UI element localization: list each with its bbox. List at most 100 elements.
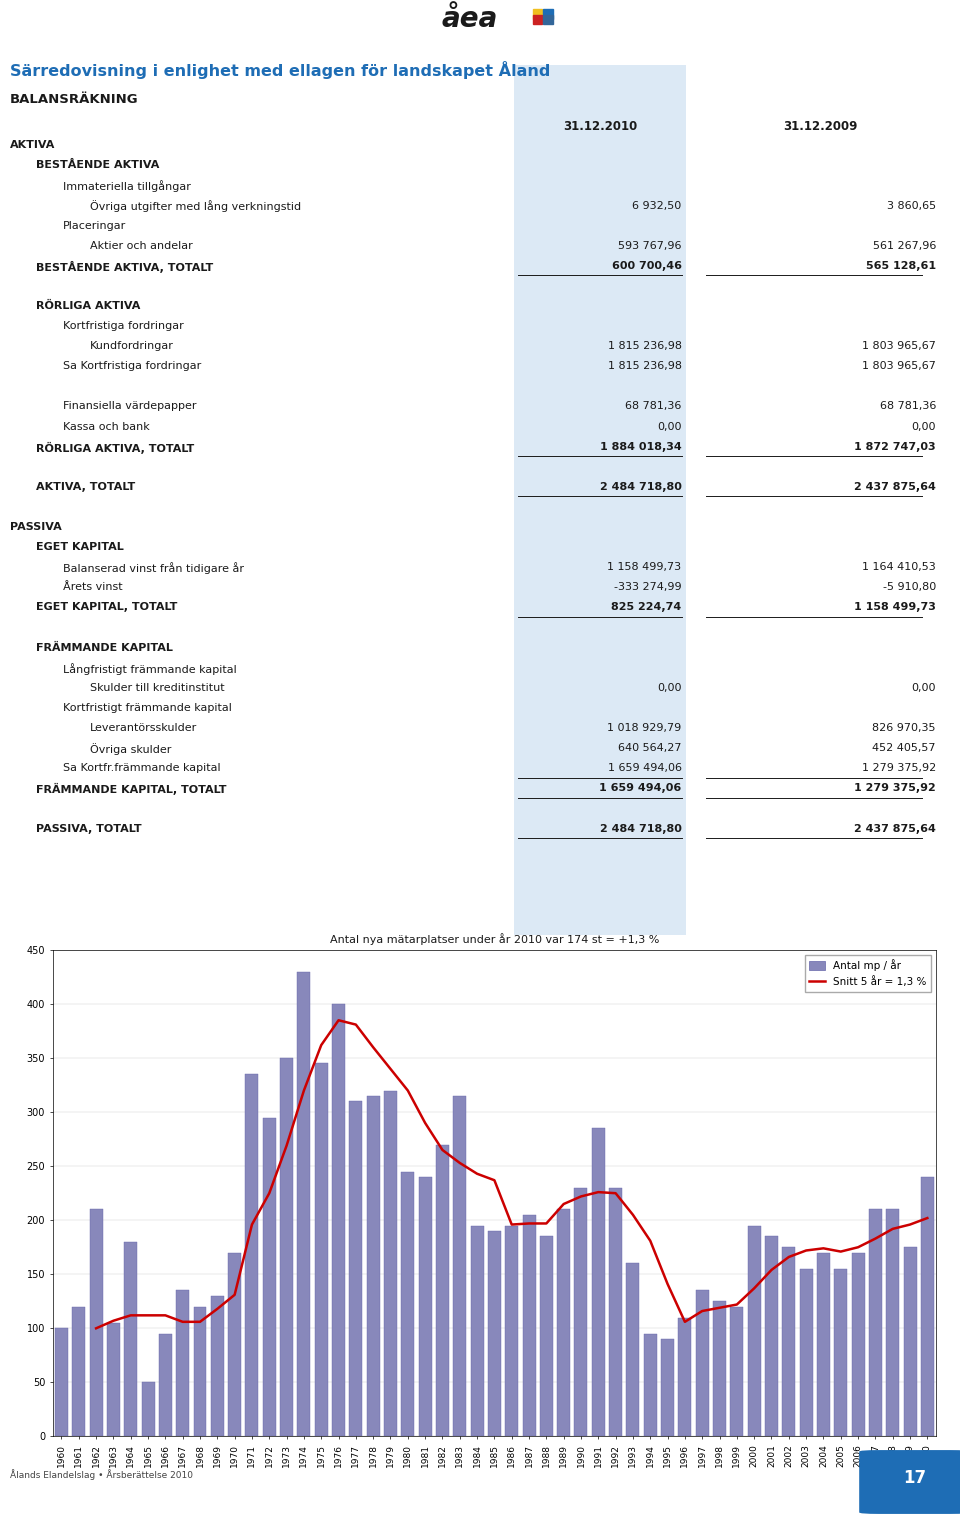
Bar — [177, 1290, 189, 1436]
Text: 1 815 236,98: 1 815 236,98 — [608, 340, 682, 351]
Text: 1 803 965,67: 1 803 965,67 — [862, 340, 936, 351]
Bar — [194, 1307, 206, 1436]
Bar — [817, 1252, 830, 1436]
Bar — [246, 1075, 258, 1436]
Text: EGET KAPITAL, TOTALT: EGET KAPITAL, TOTALT — [36, 602, 178, 613]
Text: 1 164 410,53: 1 164 410,53 — [862, 562, 936, 573]
Text: Övriga skulder: Övriga skulder — [90, 743, 172, 755]
Text: 1 884 018,34: 1 884 018,34 — [600, 442, 682, 451]
Text: Immateriella tillgångar: Immateriella tillgångar — [63, 181, 191, 193]
Bar — [211, 1297, 224, 1436]
Text: Leverantörsskulder: Leverantörsskulder — [90, 724, 198, 733]
Bar — [574, 1187, 588, 1436]
Bar — [782, 1248, 795, 1436]
Text: 68 781,36: 68 781,36 — [879, 401, 936, 412]
Text: 17: 17 — [903, 1470, 926, 1487]
Text: 3 860,65: 3 860,65 — [887, 201, 936, 210]
Bar — [315, 1064, 327, 1436]
Text: 1 872 747,03: 1 872 747,03 — [854, 442, 936, 451]
Text: 1 659 494,06: 1 659 494,06 — [608, 763, 682, 774]
FancyBboxPatch shape — [514, 65, 686, 935]
Text: 2 437 875,64: 2 437 875,64 — [854, 482, 936, 492]
Bar — [543, 15, 553, 24]
Text: 600 700,46: 600 700,46 — [612, 261, 682, 271]
Bar — [141, 1382, 155, 1436]
Text: 452 405,57: 452 405,57 — [873, 743, 936, 754]
Bar — [696, 1290, 708, 1436]
Bar — [543, 9, 553, 18]
Text: PASSIVA: PASSIVA — [10, 521, 61, 532]
Bar — [533, 9, 542, 18]
Text: 2 484 718,80: 2 484 718,80 — [600, 482, 682, 492]
Bar — [748, 1225, 760, 1436]
Text: -5 910,80: -5 910,80 — [883, 582, 936, 593]
Bar — [453, 1096, 467, 1436]
Text: 565 128,61: 565 128,61 — [866, 261, 936, 271]
Text: Finansiella värdepapper: Finansiella värdepapper — [63, 401, 197, 412]
Bar — [591, 1128, 605, 1436]
Text: FRÄMMANDE KAPITAL: FRÄMMANDE KAPITAL — [36, 643, 174, 652]
Bar — [921, 1176, 934, 1436]
Bar — [522, 1214, 536, 1436]
Bar — [55, 1328, 68, 1436]
Text: -333 274,99: -333 274,99 — [614, 582, 682, 593]
Text: 0,00: 0,00 — [911, 421, 936, 432]
Bar — [89, 1210, 103, 1436]
Bar — [349, 1102, 362, 1436]
Bar — [401, 1172, 415, 1436]
Text: BESTÅENDE AKTIVA: BESTÅENDE AKTIVA — [36, 160, 160, 170]
Bar — [834, 1269, 848, 1436]
Text: 0,00: 0,00 — [657, 682, 682, 693]
Bar — [158, 1333, 172, 1436]
Bar — [540, 1236, 553, 1436]
Text: Kortfristigt främmande kapital: Kortfristigt främmande kapital — [63, 702, 232, 713]
Title: Antal nya mätarplatser under år 2010 var 174 st = +1,3 %: Antal nya mätarplatser under år 2010 var… — [329, 933, 660, 945]
Bar — [852, 1252, 865, 1436]
Text: 1 659 494,06: 1 659 494,06 — [599, 783, 682, 793]
Bar — [367, 1096, 379, 1436]
Text: 0,00: 0,00 — [911, 682, 936, 693]
Text: 1 158 499,73: 1 158 499,73 — [608, 562, 682, 573]
Text: Balanserad vinst från tidigare år: Balanserad vinst från tidigare år — [63, 562, 245, 575]
Text: Särredovisning i enlighet med ellagen för landskapet Åland: Särredovisning i enlighet med ellagen fö… — [10, 61, 550, 79]
Bar — [470, 1225, 484, 1436]
Text: BESTÅENDE AKTIVA, TOTALT: BESTÅENDE AKTIVA, TOTALT — [36, 261, 214, 274]
Text: 68 781,36: 68 781,36 — [625, 401, 682, 412]
Text: 640 564,27: 640 564,27 — [618, 743, 682, 754]
Text: AKTIVA, TOTALT: AKTIVA, TOTALT — [36, 482, 135, 492]
Bar — [869, 1210, 882, 1436]
Bar — [713, 1301, 726, 1436]
Text: 561 267,96: 561 267,96 — [873, 240, 936, 251]
Text: 6 932,50: 6 932,50 — [633, 201, 682, 210]
Text: RÖRLIGA AKTIVA: RÖRLIGA AKTIVA — [36, 301, 141, 312]
Bar — [124, 1242, 137, 1436]
Bar — [679, 1318, 691, 1436]
Text: 0,00: 0,00 — [657, 421, 682, 432]
Bar — [384, 1090, 397, 1436]
Text: Placeringar: Placeringar — [63, 220, 127, 231]
Text: FRÄMMANDE KAPITAL, TOTALT: FRÄMMANDE KAPITAL, TOTALT — [36, 783, 227, 795]
Text: 1 803 965,67: 1 803 965,67 — [862, 362, 936, 371]
Text: åea: åea — [442, 5, 498, 32]
Text: Kassa och bank: Kassa och bank — [63, 421, 150, 432]
Text: 2 484 718,80: 2 484 718,80 — [600, 824, 682, 833]
Text: Långfristigt främmande kapital: Långfristigt främmande kapital — [63, 663, 237, 675]
Bar — [505, 1225, 518, 1436]
Bar — [557, 1210, 570, 1436]
FancyBboxPatch shape — [859, 1450, 960, 1514]
Bar — [533, 15, 542, 24]
Text: 825 224,74: 825 224,74 — [612, 602, 682, 613]
Text: Kortfristiga fordringar: Kortfristiga fordringar — [63, 321, 184, 331]
Bar — [419, 1176, 432, 1436]
Bar — [228, 1252, 241, 1436]
Text: 1 815 236,98: 1 815 236,98 — [608, 362, 682, 371]
Text: 826 970,35: 826 970,35 — [873, 724, 936, 733]
Text: Aktier och andelar: Aktier och andelar — [90, 240, 193, 251]
Text: 31.12.2010: 31.12.2010 — [563, 120, 637, 132]
Bar — [72, 1307, 85, 1436]
Text: Kundfordringar: Kundfordringar — [90, 340, 174, 351]
Text: AKTIVA: AKTIVA — [10, 140, 55, 150]
Text: Övriga utgifter med lång verkningstid: Övriga utgifter med lång verkningstid — [90, 201, 301, 213]
Bar — [107, 1322, 120, 1436]
Legend: Antal mp / år, Snitt 5 år = 1,3 %: Antal mp / år, Snitt 5 år = 1,3 % — [805, 955, 931, 991]
